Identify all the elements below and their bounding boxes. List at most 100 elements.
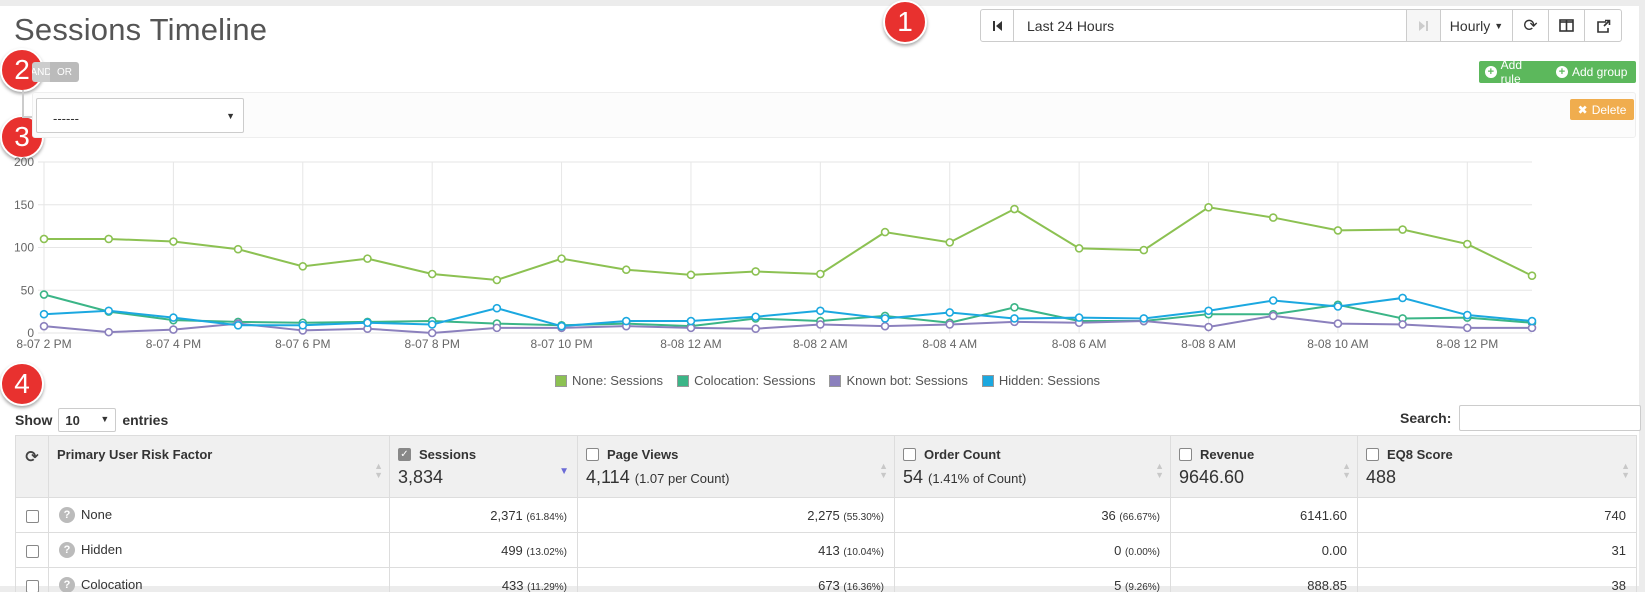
export-button[interactable] <box>1585 10 1621 41</box>
column-header-eq8[interactable]: EQ8 Score 488 ▲ ▼ <box>1357 435 1637 498</box>
table-header-row: ⟳ Primary User Risk Factor ▲ ▼ ✓ Sessions … <box>15 435 1637 498</box>
row-checkbox[interactable] <box>26 509 39 523</box>
refresh-button[interactable]: ⟳ <box>1513 10 1549 41</box>
next-period-button[interactable] <box>1407 10 1441 41</box>
data-point <box>880 227 890 237</box>
y-tick-label: 50 <box>21 283 35 297</box>
legend-item-colocation[interactable]: Colocation: Sessions <box>677 373 815 388</box>
entries-label: entries <box>122 412 169 428</box>
column-header-revenue[interactable]: Revenue 9646.60 ▲ ▼ <box>1170 435 1358 498</box>
column-header-sessions[interactable]: ✓ Sessions 3,834 ▼ <box>389 435 578 498</box>
legend-item-none[interactable]: None: Sessions <box>555 373 663 388</box>
data-point <box>427 269 437 279</box>
column-checkbox[interactable] <box>1179 448 1192 461</box>
revenue-cell: 888.85 <box>1170 567 1358 592</box>
annotation-badge-1: 1 <box>883 0 927 44</box>
caret-down-icon: ▼ <box>226 111 235 121</box>
search-input[interactable] <box>1459 405 1642 431</box>
rule-field-value: ------ <box>53 111 79 126</box>
factor-cell: ? Hidden <box>48 532 390 568</box>
or-option[interactable]: OR <box>50 62 79 82</box>
row-checkbox[interactable] <box>26 544 39 558</box>
data-point <box>686 323 696 333</box>
delete-rule-button[interactable]: ✖ Delete <box>1570 99 1634 120</box>
data-point <box>427 328 437 338</box>
column-checkbox[interactable] <box>586 448 599 461</box>
add-rule-button[interactable]: + Add rule <box>1479 58 1550 86</box>
data-point <box>686 270 696 280</box>
help-icon[interactable]: ? <box>59 507 75 524</box>
column-header-factor[interactable]: Primary User Risk Factor ▲ ▼ <box>48 435 390 498</box>
page-views-value: 673 <box>818 577 840 592</box>
column-title: Page Views <box>607 447 679 462</box>
data-point <box>104 234 113 244</box>
data-point <box>557 254 566 263</box>
help-icon[interactable]: ? <box>59 577 75 592</box>
caret-down-icon: ▼ <box>1494 20 1504 31</box>
column-total-note: (1.07 per Count) <box>634 471 730 486</box>
data-point <box>1204 203 1213 212</box>
table-search: Search: <box>1400 405 1642 431</box>
sort-icon: ▲ ▼ <box>1621 461 1630 480</box>
column-total: 54 <box>903 467 924 487</box>
x-tick-label: 8-08 8 AM <box>1181 337 1236 351</box>
data-point <box>1204 322 1213 332</box>
page-title: Sessions Timeline <box>14 12 268 47</box>
sessions-value: 499 <box>501 542 523 558</box>
data-point <box>945 320 955 329</box>
sort-icon: ▲ ▼ <box>374 461 383 480</box>
legend-swatch <box>677 374 690 387</box>
column-header-page-views[interactable]: Page Views 4,114 (1.07 per Count) ▲ ▼ <box>577 435 895 498</box>
delete-label: Delete <box>1591 102 1627 117</box>
sort-icon: ▲ ▼ <box>1155 461 1164 480</box>
order-count-percent: (0.00%) <box>1124 546 1160 558</box>
legend-item-known-bot[interactable]: Known bot: Sessions <box>829 373 968 388</box>
and-option[interactable]: AND <box>32 62 52 82</box>
close-icon: ✖ <box>1577 102 1588 117</box>
help-icon[interactable]: ? <box>59 542 75 559</box>
columns-button[interactable] <box>1549 10 1585 41</box>
column-checkbox[interactable]: ✓ <box>398 448 411 461</box>
row-checkbox[interactable] <box>26 579 39 592</box>
column-title: EQ8 Score <box>1387 447 1453 462</box>
skip-forward-icon <box>1418 20 1428 31</box>
sort-desc-icon: ▼ <box>559 466 569 477</box>
eq8-cell: 740 <box>1357 497 1637 533</box>
table-row: ? Hidden 499 (13.02%) 413 (10.04%) 0 (0.0… <box>15 532 1637 568</box>
legend-label: Known bot: Sessions <box>846 373 968 388</box>
column-checkbox[interactable] <box>1366 448 1379 461</box>
column-checkbox[interactable] <box>903 448 916 461</box>
row-checkbox-cell <box>15 497 49 533</box>
column-header-order-count[interactable]: Order Count 54 (1.41% of Count) ▲ ▼ <box>894 435 1171 498</box>
sessions-percent: (11.29%) <box>527 581 567 592</box>
data-point <box>1463 323 1472 333</box>
data-point <box>1463 239 1472 249</box>
entries-select[interactable]: 10 ▼ <box>58 408 117 432</box>
column-total: 9646.60 <box>1179 467 1245 487</box>
legend-item-hidden[interactable]: Hidden: Sessions <box>981 373 1100 388</box>
rule-field-select[interactable]: ------ ▼ <box>36 98 244 133</box>
data-point <box>1074 313 1084 322</box>
interval-dropdown[interactable]: Hourly ▼ <box>1441 10 1513 41</box>
data-point <box>1398 225 1407 234</box>
series-line <box>43 293 1533 328</box>
date-range-picker[interactable]: Last 24 Hours <box>1014 10 1407 41</box>
page-views-percent: (55.30%) <box>843 511 884 523</box>
plus-icon: + <box>1485 66 1497 78</box>
data-point <box>492 323 502 333</box>
data-point <box>751 312 760 322</box>
first-period-button[interactable] <box>981 10 1014 41</box>
column-title: Primary User Risk Factor <box>57 447 213 462</box>
legend-swatch <box>981 374 994 387</box>
add-rule-label: Add rule <box>1500 58 1522 86</box>
order-count-percent: (9.26%) <box>1124 581 1160 592</box>
data-point <box>233 244 243 254</box>
and-or-toggle[interactable]: AND OR <box>32 62 79 82</box>
column-total: 4,114 <box>586 467 630 487</box>
x-tick-label: 8-08 12 PM <box>1436 337 1498 351</box>
refresh-icon: ⟳ <box>1523 15 1538 35</box>
x-tick-label: 8-07 4 PM <box>146 337 201 351</box>
data-point <box>298 321 308 330</box>
refresh-column-header[interactable]: ⟳ <box>15 435 49 498</box>
add-group-button[interactable]: + Add group <box>1550 61 1636 83</box>
